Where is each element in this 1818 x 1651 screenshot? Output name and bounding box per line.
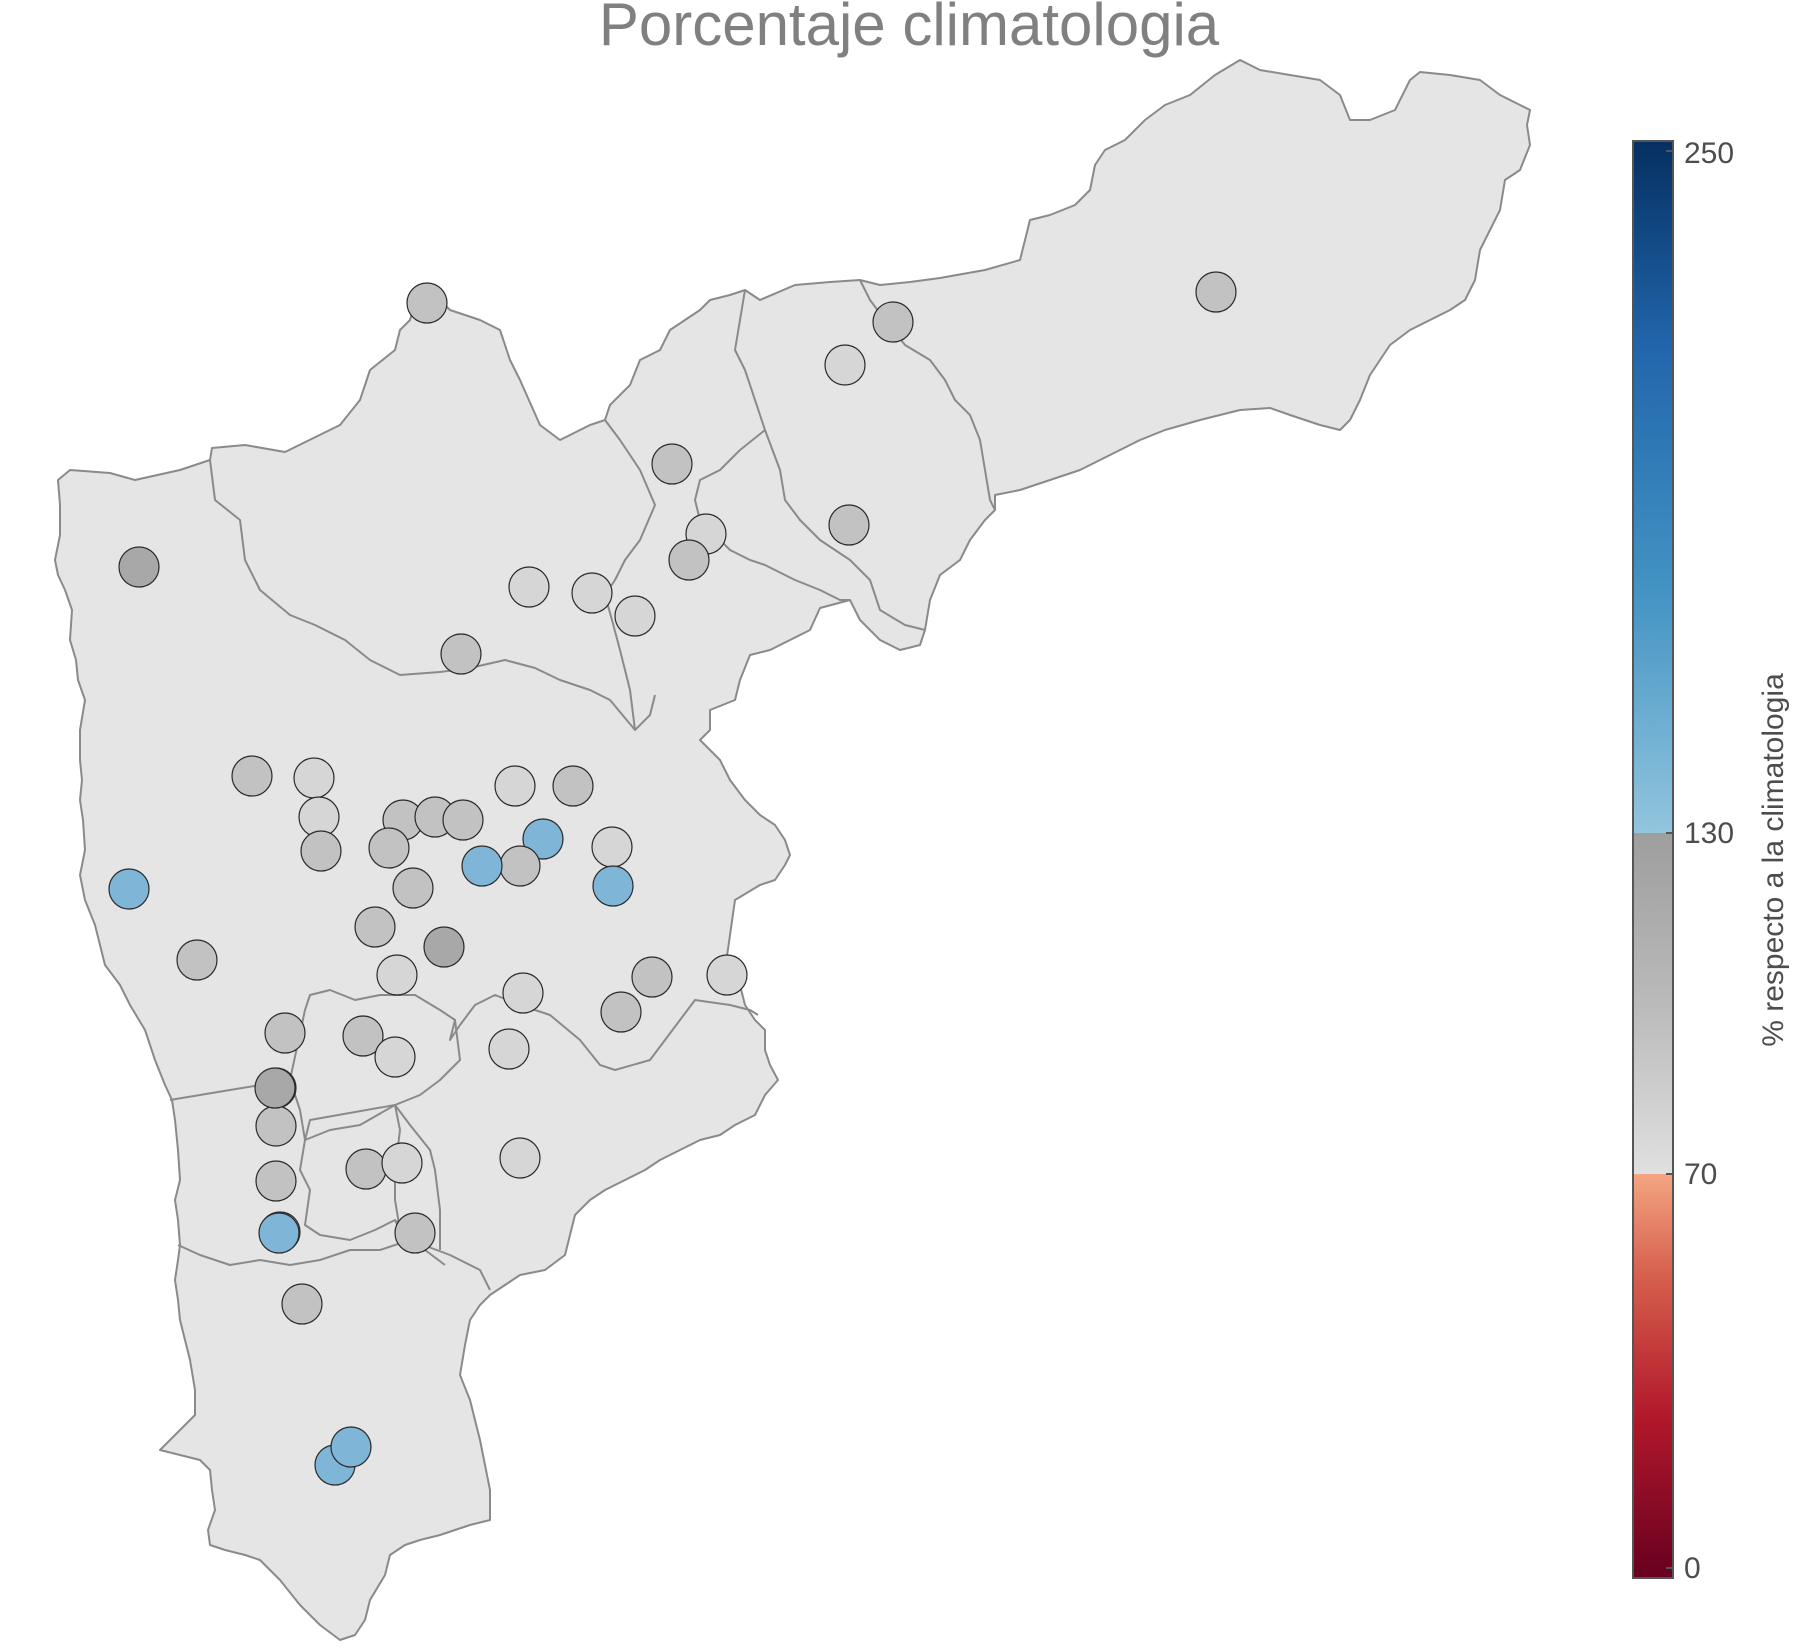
subbasin-border-north xyxy=(209,459,636,731)
color-legend: 250 130 70 0 % respecto a la climatologi… xyxy=(1632,137,1790,1585)
station-marker xyxy=(264,1012,306,1054)
station-marker xyxy=(374,1036,416,1078)
station-marker xyxy=(651,443,693,485)
station-marker xyxy=(631,956,673,998)
station-marker xyxy=(406,282,448,324)
station-marker xyxy=(494,765,536,807)
station-marker xyxy=(254,1067,296,1109)
station-marker xyxy=(376,954,418,996)
legend-title: % respecto a la climatologia xyxy=(1757,673,1790,1047)
station-marker xyxy=(591,826,633,868)
station-marker xyxy=(668,539,710,581)
station-marker xyxy=(108,868,150,910)
subbasin-border-south-4 xyxy=(304,1104,441,1250)
station-marker xyxy=(255,1105,297,1147)
station-marker xyxy=(255,1160,297,1202)
subbasin-border-northeast-1 xyxy=(694,289,850,601)
station-marker xyxy=(176,939,218,981)
station-marker xyxy=(706,954,748,996)
station-marker xyxy=(499,845,541,887)
station-markers xyxy=(108,271,1237,1486)
subbasin-border-south-3 xyxy=(304,1019,461,1141)
station-marker xyxy=(258,1212,300,1254)
station-marker xyxy=(342,1015,384,1057)
subbasin-border-south-5 xyxy=(177,1239,491,1291)
station-marker xyxy=(600,991,642,1033)
station-marker xyxy=(392,867,434,909)
station-marker xyxy=(872,301,914,343)
legend-bar-frame xyxy=(1632,140,1674,1579)
legend-bar-red xyxy=(1633,1174,1673,1578)
legend-bar-blue xyxy=(1633,141,1673,833)
station-marker xyxy=(118,546,160,588)
map-title: Porcentaje climatologia xyxy=(598,0,1220,58)
subbasin-border-south-1 xyxy=(169,989,759,1101)
station-marker xyxy=(394,1212,436,1254)
station-marker xyxy=(231,755,273,797)
station-marker xyxy=(614,595,656,637)
station-marker xyxy=(442,799,484,841)
station-marker xyxy=(571,572,613,614)
station-marker xyxy=(300,830,342,872)
station-marker xyxy=(552,765,594,807)
station-marker xyxy=(1195,271,1237,313)
basin-outline xyxy=(54,59,1531,1641)
legend-bar-gray xyxy=(1633,833,1673,1174)
station-marker xyxy=(423,926,465,968)
station-marker xyxy=(381,1142,423,1184)
basin-map xyxy=(54,59,1531,1641)
legend-tick-0: 0 xyxy=(1684,1552,1701,1585)
station-marker xyxy=(345,1148,387,1190)
station-marker xyxy=(499,1137,541,1179)
station-marker xyxy=(281,1283,323,1325)
station-marker xyxy=(488,1028,530,1070)
station-marker xyxy=(592,865,634,907)
legend-tick-70: 70 xyxy=(1684,1158,1717,1191)
legend-tick-250: 250 xyxy=(1684,137,1734,170)
subbasin-border-northeast-3 xyxy=(764,429,926,631)
station-marker xyxy=(502,972,544,1014)
station-marker xyxy=(461,845,503,887)
station-marker xyxy=(824,344,866,386)
station-marker xyxy=(828,504,870,546)
station-marker xyxy=(354,906,396,948)
station-marker xyxy=(522,818,564,860)
station-marker xyxy=(368,827,410,869)
legend-tick-130: 130 xyxy=(1684,817,1734,850)
station-marker xyxy=(330,1426,372,1468)
station-marker xyxy=(293,757,335,799)
station-marker xyxy=(508,566,550,608)
station-marker xyxy=(440,633,482,675)
